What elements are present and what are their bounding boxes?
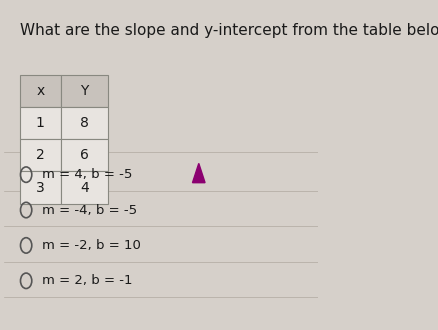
Text: Y: Y	[80, 84, 88, 98]
FancyBboxPatch shape	[20, 171, 60, 204]
Text: 1: 1	[36, 116, 45, 130]
Text: 3: 3	[36, 181, 45, 194]
Text: x: x	[36, 84, 44, 98]
FancyBboxPatch shape	[60, 171, 107, 204]
Text: 4: 4	[80, 181, 88, 194]
FancyBboxPatch shape	[60, 75, 107, 107]
Text: 6: 6	[80, 148, 88, 162]
Text: m = 4, b = -5: m = 4, b = -5	[42, 168, 132, 181]
Text: m = -4, b = -5: m = -4, b = -5	[42, 204, 137, 216]
Polygon shape	[192, 163, 205, 183]
Text: What are the slope and y-intercept from the table below?: What are the slope and y-intercept from …	[20, 23, 438, 39]
FancyBboxPatch shape	[20, 75, 60, 107]
Text: 2: 2	[36, 148, 45, 162]
FancyBboxPatch shape	[60, 139, 107, 171]
Text: m = -2, b = 10: m = -2, b = 10	[42, 239, 141, 252]
FancyBboxPatch shape	[60, 107, 107, 139]
Text: m = 2, b = -1: m = 2, b = -1	[42, 274, 132, 287]
FancyBboxPatch shape	[20, 107, 60, 139]
Text: 8: 8	[80, 116, 88, 130]
FancyBboxPatch shape	[20, 139, 60, 171]
